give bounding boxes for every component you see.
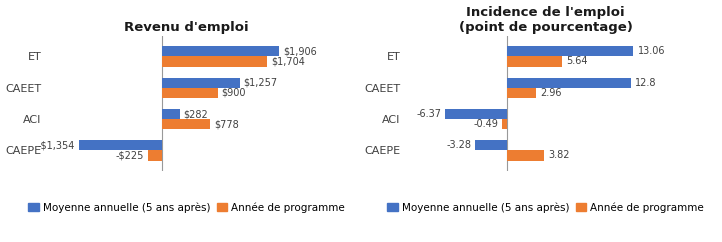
Text: $1,257: $1,257 [244, 78, 278, 88]
Bar [507, 151, 544, 160]
Bar [162, 56, 267, 67]
Legend: Moyenne annuelle (5 ans après), Année de programme: Moyenne annuelle (5 ans après), Année de… [383, 198, 708, 217]
Bar [162, 78, 240, 88]
Bar [475, 140, 507, 151]
Bar [162, 109, 180, 119]
Text: 13.06: 13.06 [638, 46, 665, 56]
Text: $282: $282 [183, 109, 209, 119]
Text: 5.64: 5.64 [566, 56, 587, 67]
Text: -3.28: -3.28 [446, 140, 471, 151]
Text: $778: $778 [214, 119, 239, 129]
Bar [148, 151, 162, 160]
Bar [162, 119, 210, 129]
Bar [507, 78, 631, 88]
Text: -$225: -$225 [116, 151, 144, 160]
Bar [507, 88, 536, 98]
Text: -$1,354: -$1,354 [38, 140, 74, 151]
Bar [162, 88, 217, 98]
Title: Incidence de l'emploi
(point de pourcentage): Incidence de l'emploi (point de pourcent… [458, 6, 632, 34]
Title: Revenu d'emploi: Revenu d'emploi [124, 21, 249, 34]
Bar [507, 56, 562, 67]
Text: $1,906: $1,906 [284, 46, 318, 56]
Bar [162, 46, 279, 56]
Text: $900: $900 [222, 88, 246, 98]
Bar [507, 46, 633, 56]
Bar [79, 140, 162, 151]
Text: 2.96: 2.96 [540, 88, 561, 98]
Text: $1,704: $1,704 [271, 56, 305, 67]
Text: -0.49: -0.49 [473, 119, 498, 129]
Bar [503, 119, 507, 129]
Text: 12.8: 12.8 [635, 78, 656, 88]
Text: -6.37: -6.37 [417, 109, 441, 119]
Legend: Moyenne annuelle (5 ans après), Année de programme: Moyenne annuelle (5 ans après), Année de… [25, 198, 349, 217]
Text: 3.82: 3.82 [548, 151, 570, 160]
Bar [445, 109, 507, 119]
